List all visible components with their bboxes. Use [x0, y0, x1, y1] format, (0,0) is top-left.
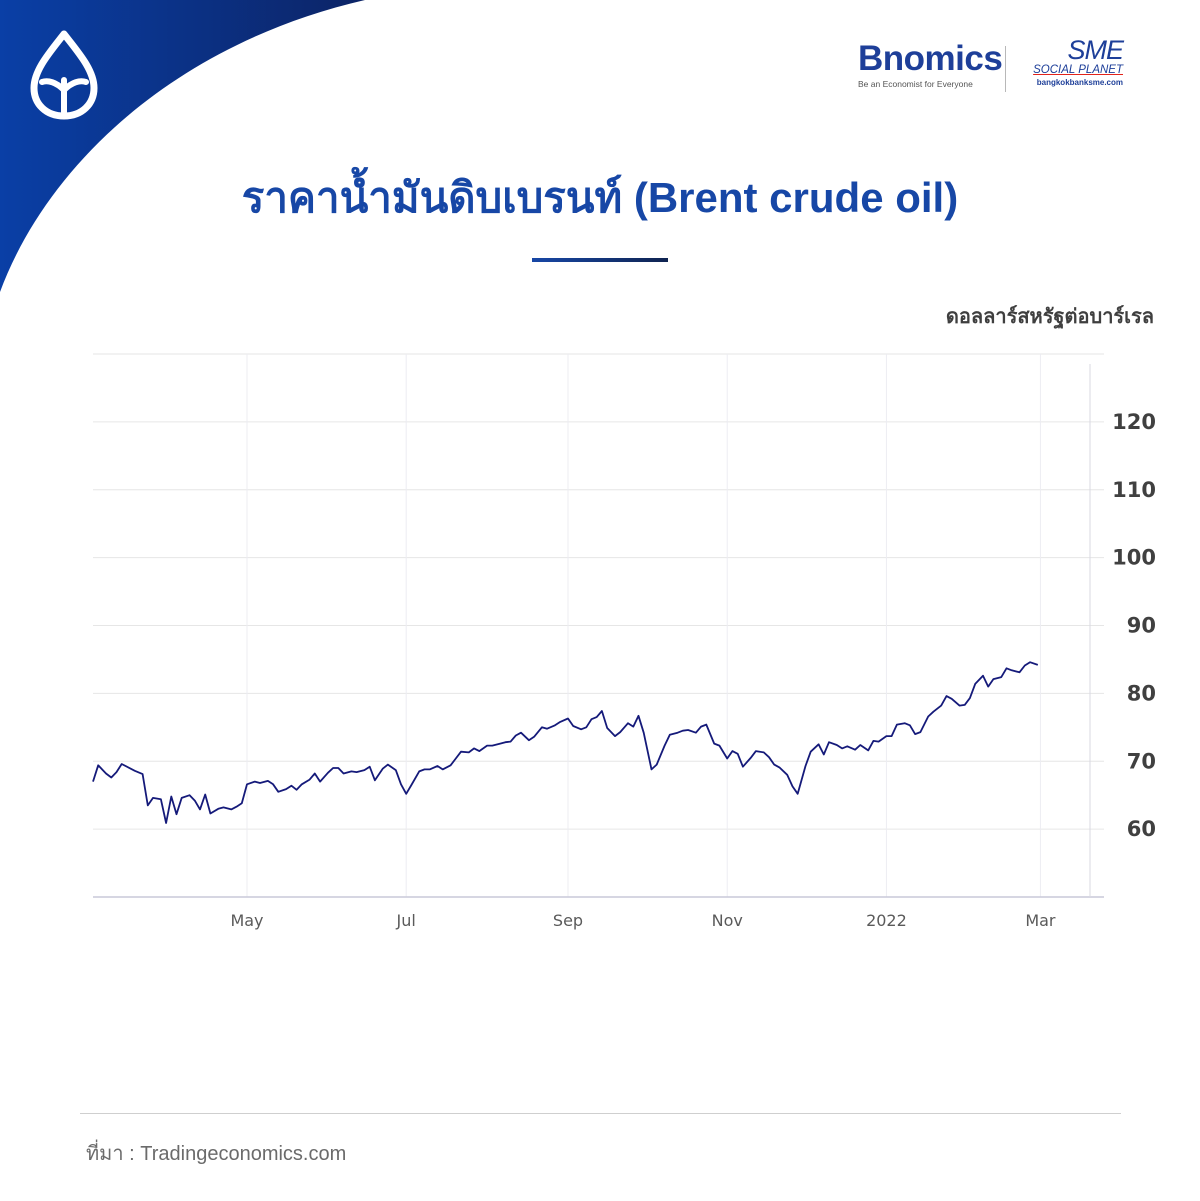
y-tick-label: 80 — [1127, 681, 1156, 705]
chart-title: ราคาน้ำมันดิบเบรนท์ (Brent crude oil) — [241, 174, 959, 221]
y-tick-label: 60 — [1127, 817, 1156, 841]
horizontal-gridlines — [93, 353, 1104, 830]
x-tick-label: 2022 — [866, 911, 907, 930]
vertical-gridlines — [246, 354, 1041, 897]
y-tick-label: 90 — [1127, 614, 1156, 638]
source-note: ที่มา : Tradingeconomics.com — [86, 1143, 347, 1165]
brand-divider — [1005, 46, 1006, 92]
title-underline — [532, 258, 668, 262]
axes — [93, 364, 1104, 898]
footer-divider — [80, 1113, 1121, 1114]
x-tick-label: May — [230, 911, 263, 930]
x-tick-label: Sep — [553, 911, 583, 930]
x-tick-label: Nov — [712, 911, 743, 930]
y-tick-labels: 60 70 80 90 100 110 120 — [1112, 410, 1156, 841]
x-tick-labels: May Jul Sep Nov 2022 Mar — [230, 911, 1055, 930]
y-tick-label: 70 — [1127, 749, 1156, 773]
bnomics-tagline: Be an Economist for Everyone — [858, 79, 973, 89]
series-line — [92, 661, 1039, 824]
sme-logo-url: bangkokbanksme.com — [1036, 78, 1123, 87]
y-tick-label: 120 — [1112, 410, 1156, 434]
y-tick-label: 100 — [1112, 546, 1156, 570]
x-tick-label: Mar — [1025, 911, 1056, 930]
line-chart: 60 70 80 90 100 110 120 May Jul Sep Nov 2022 Mar — [92, 353, 1156, 930]
sme-logo-text: SME — [1067, 35, 1124, 65]
bnomics-logo-text: Bnomics — [858, 39, 1003, 78]
bnomics-logo: Bnomics Be an Economist for Everyone — [858, 39, 1003, 90]
sme-logo-subtitle: SOCIAL PLANET — [1033, 64, 1123, 76]
x-tick-label: Jul — [396, 911, 416, 930]
bank-logo-icon — [30, 30, 98, 120]
sme-logo: SME SOCIAL PLANET bangkokbanksme.com — [1018, 35, 1124, 88]
y-tick-label: 110 — [1112, 478, 1156, 502]
y-axis-unit-label: ดอลลาร์สหรัฐต่อบาร์เรล — [945, 306, 1154, 328]
